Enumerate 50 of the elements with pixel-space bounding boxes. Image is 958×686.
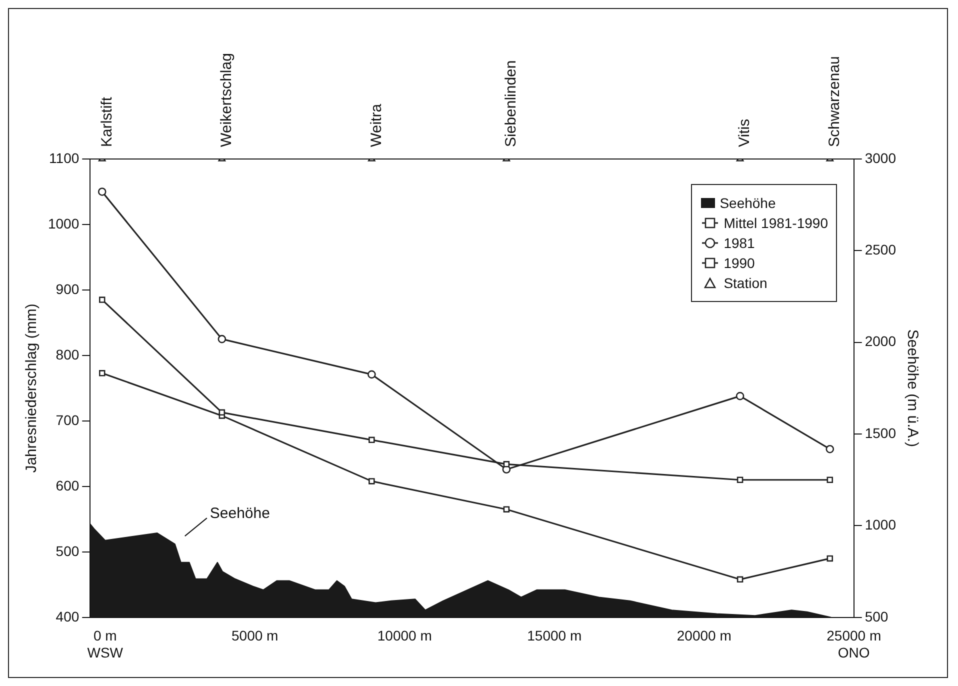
y-tick-label: 1100 (49, 150, 80, 166)
point (736, 476, 744, 484)
point (368, 370, 376, 379)
y-tick-label: 500 (56, 542, 80, 559)
y2-tick-label: 500 (864, 608, 888, 624)
point (218, 334, 226, 344)
y2-tick-label: 1000 (864, 516, 896, 533)
y-tick-label: 700 (56, 412, 80, 428)
point (736, 392, 744, 400)
annotation: Vitis (736, 118, 754, 147)
legend-label: 1981 (724, 235, 755, 251)
point (98, 188, 106, 196)
y-tick-label: 400 (56, 608, 80, 624)
x-tick-label: 20000 m (676, 628, 732, 644)
legend-label: Station (724, 275, 768, 291)
y-tick-label: 800 (56, 346, 80, 362)
point (368, 478, 375, 484)
legend-label: 1990 (724, 255, 755, 271)
legend-label: Mittel 1981-1990 (724, 215, 828, 231)
annotation: Siebenlinden (502, 60, 520, 147)
annotation: Weikertschlag (218, 53, 236, 147)
annotation: Karlstift (98, 96, 116, 147)
y2-tick-label: 1500 (864, 424, 896, 441)
x-tick-label: 25000 m ONO (826, 628, 882, 660)
y2-tick-label: 2500 (864, 242, 896, 258)
x-tick-label: 0 m WSW (87, 628, 124, 660)
y2-tick-label: 2000 (864, 333, 896, 350)
y-tick-label: 600 (56, 477, 80, 494)
point (826, 476, 834, 484)
point (368, 436, 375, 444)
point (826, 444, 834, 454)
point (503, 506, 510, 512)
point (826, 555, 834, 562)
x-tick-label: 10000 m (377, 628, 432, 644)
point (736, 576, 744, 583)
point (99, 296, 106, 303)
annotation: Seehöhe (210, 505, 270, 522)
point (99, 370, 106, 376)
x-tick-label: 5000 m (232, 628, 278, 644)
y2-tick-label: 3000 (864, 150, 896, 166)
y-axis-title: Jahresniederschlag (mm) (23, 304, 40, 473)
point (218, 409, 226, 416)
y-tick-label: 1000 (48, 215, 80, 232)
legend-label: Seehöhe (720, 195, 776, 211)
annotation: Weitra (368, 103, 385, 147)
y-tick-label: 900 (56, 280, 80, 297)
point (503, 461, 510, 468)
y2-axis-title: Seehöhe (m ü.A.) (904, 329, 921, 447)
x-tick-label: 15000 m (527, 628, 582, 644)
annotation: Schwarzenau (826, 56, 844, 147)
